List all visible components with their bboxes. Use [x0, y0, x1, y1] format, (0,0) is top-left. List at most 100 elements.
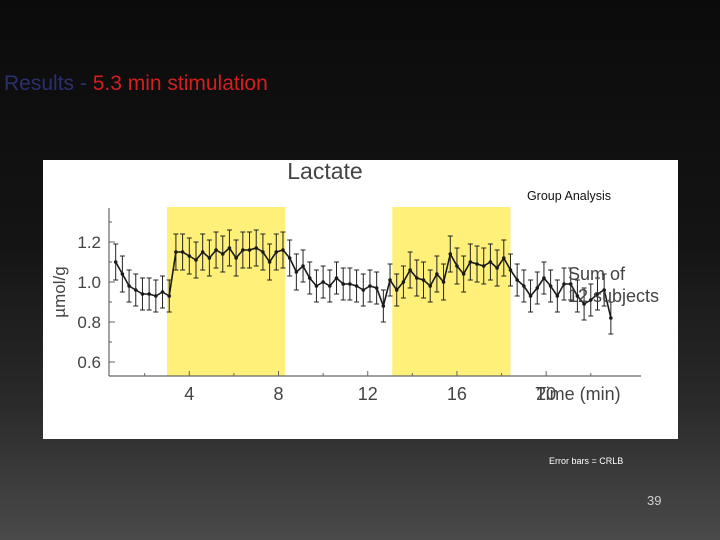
x-tick-label: 12	[358, 384, 378, 404]
data-point	[488, 260, 493, 264]
chart-subtitle: Group Analysis	[527, 189, 611, 203]
data-point	[495, 266, 499, 270]
data-point	[368, 284, 372, 288]
data-point	[348, 282, 352, 286]
data-point	[281, 248, 285, 252]
page-number: 39	[647, 493, 662, 508]
lactate-chart: Lactate Group Analysis 0.6 0.8 1.0 1.2 4 8 12 1…	[50, 160, 659, 404]
data-point	[401, 280, 406, 284]
data-point	[254, 246, 259, 250]
data-point	[448, 252, 453, 256]
y-tick-label: 1.0	[77, 273, 101, 292]
data-point	[595, 292, 600, 296]
slide-title-highlight: 5.3 min stimulation	[92, 72, 268, 95]
data-point	[207, 256, 212, 260]
data-point	[354, 284, 359, 288]
data-point	[394, 288, 399, 292]
data-point	[374, 286, 379, 290]
x-axis-label: Time (min)	[535, 384, 620, 404]
data-point	[588, 298, 593, 302]
data-point	[261, 250, 265, 254]
data-point	[314, 284, 319, 288]
data-point	[267, 260, 272, 264]
stimulation-band-2	[392, 207, 511, 376]
data-point	[602, 288, 606, 292]
data-point	[461, 272, 466, 276]
y-tick-label: 1.2	[77, 233, 101, 252]
data-point	[548, 284, 553, 288]
data-point	[334, 276, 339, 280]
x-tick-label: 4	[184, 384, 194, 404]
lactate-figure: Lactate Group Analysis 0.6 0.8 1.0 1.2 4 8 12 1…	[43, 160, 678, 439]
annotation-line-2: 12 subjects	[568, 286, 659, 306]
chart-title: Lactate	[287, 160, 362, 184]
y-tick-label: 0.8	[77, 313, 101, 332]
data-point	[113, 260, 118, 264]
data-point	[147, 292, 151, 296]
data-point	[247, 248, 252, 252]
data-point	[167, 294, 172, 298]
data-point	[535, 286, 540, 290]
y-tick-label: 0.6	[77, 353, 101, 372]
data-point	[435, 272, 439, 276]
tick-labels: 0.6 0.8 1.0 1.2 4 8 12 16 20	[77, 233, 556, 404]
data-point	[475, 262, 479, 266]
data-point	[341, 282, 345, 286]
y-axis-label: µmol/g	[50, 266, 69, 317]
data-point	[555, 294, 560, 298]
data-point	[328, 284, 332, 288]
data-point	[528, 294, 533, 298]
data-point	[408, 268, 412, 272]
x-tick-label: 16	[447, 384, 467, 404]
data-point	[200, 250, 205, 254]
data-point	[187, 254, 192, 258]
data-point	[501, 256, 506, 260]
stimulation-bands	[166, 207, 511, 376]
data-point	[575, 294, 580, 298]
data-point	[321, 280, 325, 284]
error-bars-note: Error bars = CRLB	[549, 456, 624, 466]
stimulation-band-1	[166, 207, 286, 376]
data-point	[120, 272, 125, 276]
data-point	[140, 292, 145, 296]
data-point	[133, 288, 138, 292]
data-point	[388, 278, 392, 282]
sum-annotation: Sum of 12 subjects	[568, 264, 659, 306]
data-point	[214, 248, 218, 252]
data-point	[154, 294, 158, 298]
x-tick-label: 20	[536, 384, 556, 404]
data-point	[160, 290, 165, 294]
data-point	[220, 252, 225, 256]
data-point	[174, 250, 178, 254]
data-point	[428, 284, 432, 288]
data-point	[241, 248, 245, 252]
data-point	[307, 276, 312, 280]
slide-title: Results - 5.3 min stimulation	[4, 72, 268, 96]
data-point	[421, 278, 426, 282]
data-point	[441, 280, 446, 284]
x-tick-label: 8	[274, 384, 284, 404]
axes	[108, 208, 641, 377]
data-point	[415, 276, 419, 280]
annotation-line-1: Sum of	[568, 264, 626, 284]
data-point	[481, 264, 486, 268]
data-point	[508, 268, 513, 272]
data-point	[455, 264, 459, 268]
data-point	[515, 278, 519, 282]
data-point	[294, 270, 299, 274]
data-point	[542, 276, 546, 280]
data-point	[227, 246, 232, 250]
data-point	[287, 256, 292, 260]
data-point	[180, 250, 185, 254]
data-point	[582, 302, 586, 306]
data-point	[468, 260, 473, 264]
data-point	[562, 282, 566, 286]
data-point	[194, 258, 198, 262]
data-point	[361, 288, 366, 292]
data-point	[568, 282, 573, 286]
data-point	[522, 284, 526, 288]
slide-title-prefix: Results -	[4, 72, 93, 95]
data-point	[274, 250, 279, 254]
data-point	[381, 304, 386, 308]
data-points	[113, 246, 613, 320]
